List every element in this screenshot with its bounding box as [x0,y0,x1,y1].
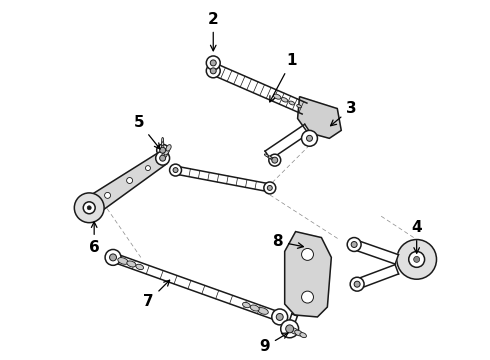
Circle shape [110,254,117,261]
Circle shape [301,291,314,303]
Ellipse shape [136,264,144,270]
Ellipse shape [258,308,269,314]
Circle shape [276,314,283,320]
Circle shape [272,309,288,325]
Circle shape [146,166,150,171]
Circle shape [87,206,91,210]
Circle shape [272,157,278,163]
Ellipse shape [118,258,128,264]
Circle shape [409,251,425,267]
Ellipse shape [294,330,303,336]
Circle shape [281,320,298,338]
Ellipse shape [162,151,168,159]
Circle shape [414,256,419,262]
Circle shape [83,202,95,214]
Ellipse shape [212,57,214,62]
Text: 5: 5 [133,115,160,149]
Ellipse shape [267,155,271,158]
Circle shape [157,144,169,156]
Text: 8: 8 [272,234,303,249]
Circle shape [126,177,133,184]
Text: 3: 3 [331,101,357,126]
Ellipse shape [281,98,288,102]
Circle shape [74,193,104,223]
Circle shape [160,155,166,161]
Ellipse shape [265,154,269,157]
Circle shape [286,325,294,333]
Circle shape [268,185,272,190]
Ellipse shape [161,143,164,149]
Text: 2: 2 [208,12,219,51]
Ellipse shape [162,140,164,146]
Ellipse shape [127,261,136,267]
Polygon shape [175,166,270,192]
Ellipse shape [162,138,164,142]
Circle shape [104,192,111,198]
Circle shape [301,248,314,260]
Circle shape [264,182,276,194]
Ellipse shape [212,60,214,66]
Ellipse shape [290,328,299,334]
Circle shape [269,154,281,166]
Polygon shape [352,240,398,264]
Polygon shape [84,152,167,216]
Text: 6: 6 [89,222,99,255]
Polygon shape [285,231,331,317]
Circle shape [105,249,121,265]
Polygon shape [265,124,310,159]
Ellipse shape [243,302,250,308]
Circle shape [397,239,437,279]
Polygon shape [287,314,297,330]
Ellipse shape [250,305,259,311]
Circle shape [173,168,178,172]
Ellipse shape [212,64,215,69]
Polygon shape [211,63,307,114]
Polygon shape [112,253,281,321]
Circle shape [301,130,318,146]
Ellipse shape [166,145,171,151]
Circle shape [307,135,313,141]
Ellipse shape [269,157,274,160]
Text: 4: 4 [411,220,422,253]
Ellipse shape [300,333,306,338]
Text: 9: 9 [260,333,288,354]
Circle shape [347,238,361,251]
Circle shape [160,147,166,153]
Ellipse shape [297,104,301,108]
Circle shape [354,281,360,287]
Ellipse shape [273,94,281,99]
Polygon shape [297,96,341,138]
Circle shape [210,68,216,74]
Ellipse shape [164,148,170,155]
Ellipse shape [289,101,294,105]
Circle shape [170,164,181,176]
Text: 1: 1 [270,53,297,102]
Text: 7: 7 [144,280,170,309]
Polygon shape [355,265,398,289]
Circle shape [351,242,357,247]
Circle shape [350,277,364,291]
Circle shape [156,151,170,165]
Circle shape [206,64,220,78]
Circle shape [206,56,220,70]
Circle shape [210,60,216,66]
